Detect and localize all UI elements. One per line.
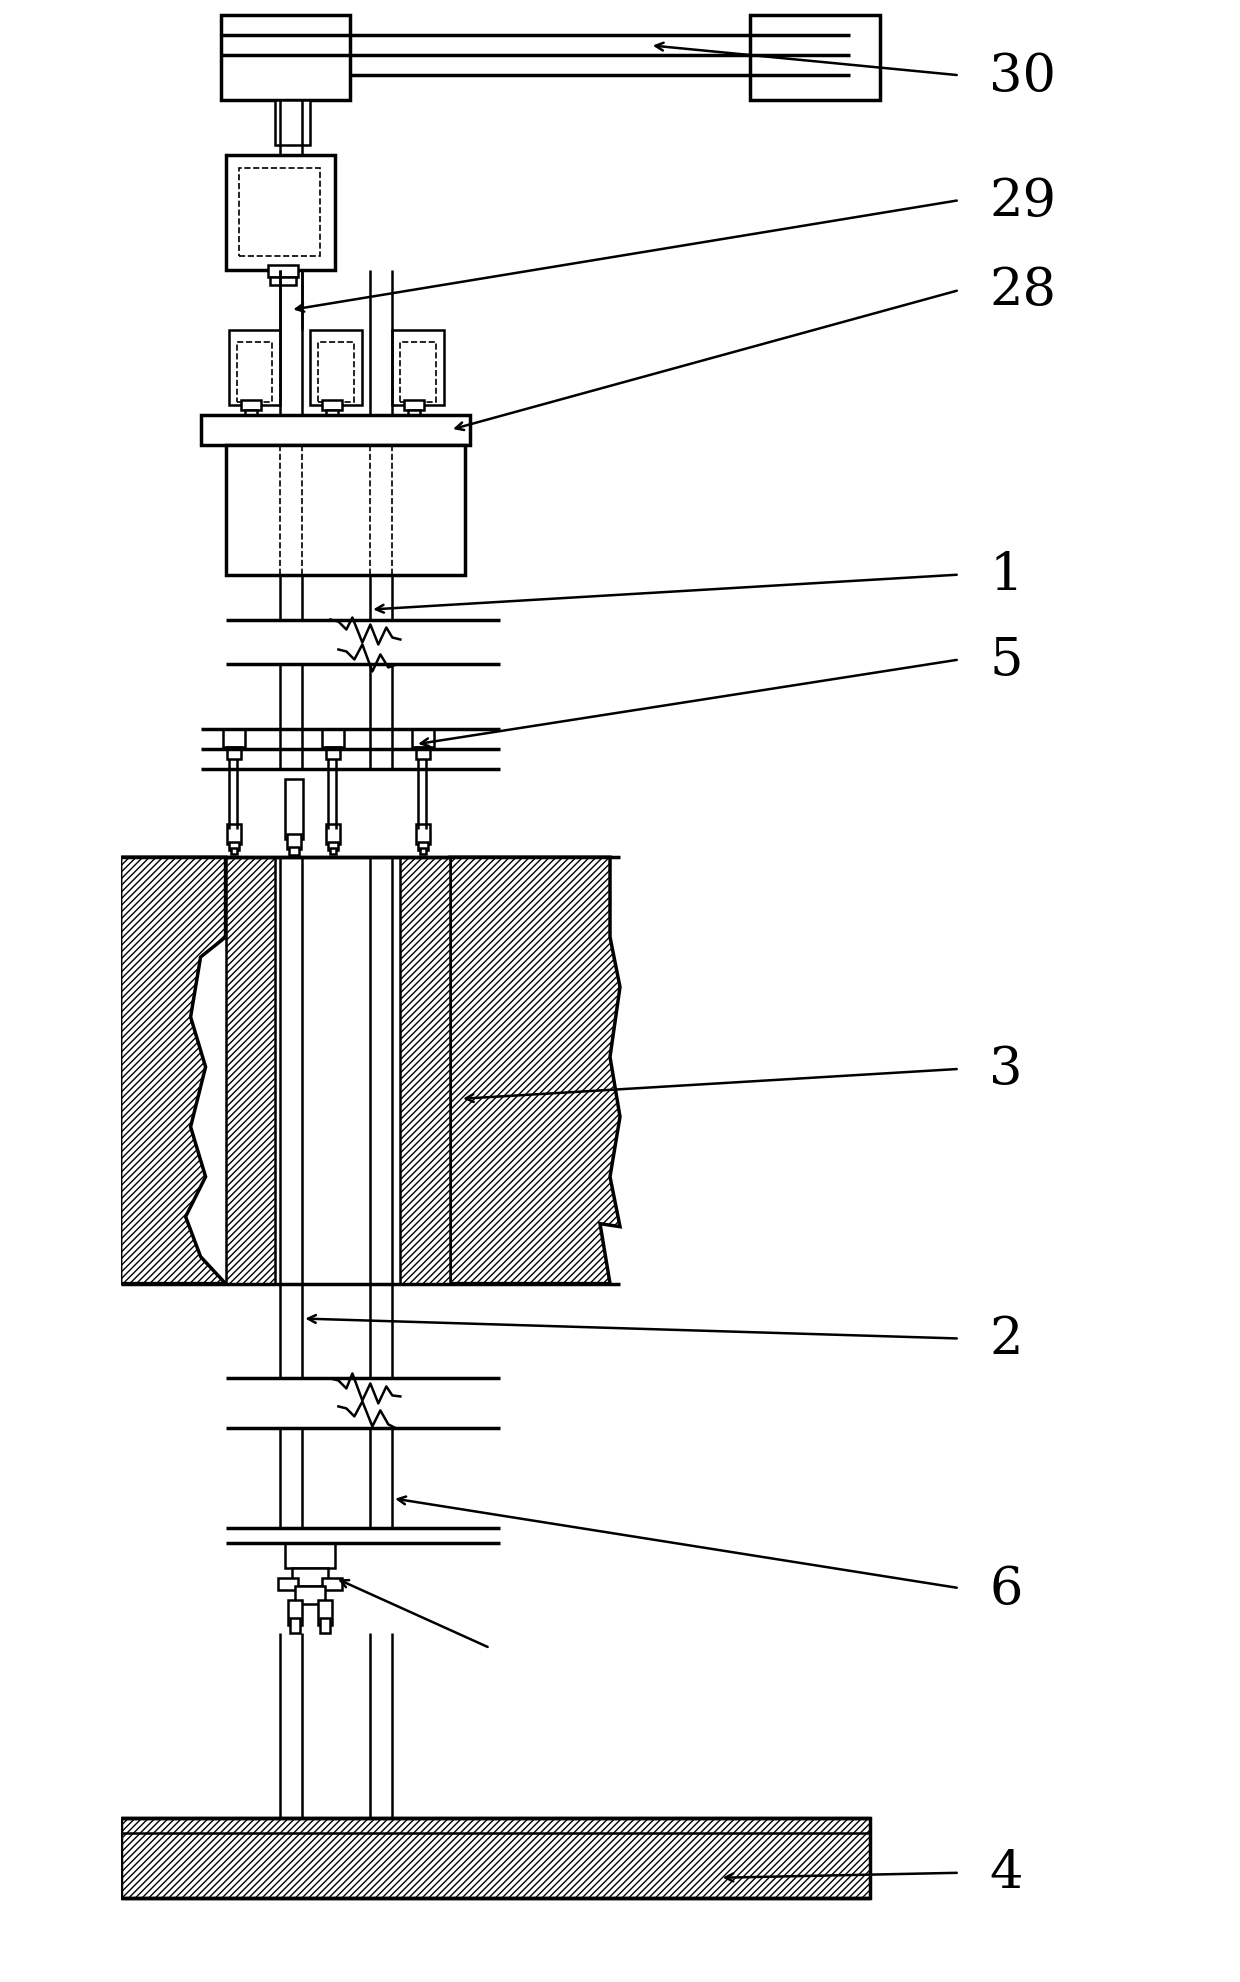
Bar — [319, 343, 355, 402]
Text: 30: 30 — [990, 52, 1056, 101]
Bar — [417, 747, 430, 759]
Polygon shape — [226, 858, 275, 1284]
Polygon shape — [401, 858, 450, 1284]
Bar — [201, 416, 470, 446]
Bar — [293, 1568, 329, 1586]
Bar — [322, 400, 342, 410]
Bar — [322, 729, 345, 747]
Text: 6: 6 — [990, 1564, 1023, 1613]
Text: 1: 1 — [990, 549, 1023, 601]
Bar — [290, 1619, 300, 1633]
Bar — [322, 1578, 342, 1590]
Text: 5: 5 — [990, 634, 1023, 686]
Text: 29: 29 — [990, 176, 1056, 226]
Bar — [326, 825, 341, 844]
Bar — [228, 842, 238, 850]
Bar — [320, 1619, 330, 1633]
Bar — [420, 848, 427, 854]
Bar — [231, 848, 237, 854]
Bar — [418, 842, 428, 850]
Text: 3: 3 — [990, 1045, 1023, 1094]
Bar — [310, 331, 362, 406]
Bar — [270, 277, 296, 285]
Bar — [289, 1599, 303, 1625]
Bar — [285, 1544, 335, 1568]
Bar — [330, 848, 336, 854]
Bar — [392, 331, 444, 406]
Bar — [295, 1586, 325, 1603]
Text: 28: 28 — [990, 266, 1056, 317]
Bar — [241, 400, 260, 410]
Bar — [417, 825, 430, 844]
Bar — [221, 16, 351, 101]
Bar — [279, 1578, 299, 1590]
Bar — [289, 848, 299, 856]
Bar — [326, 410, 339, 418]
Bar — [269, 266, 299, 277]
Bar — [401, 343, 436, 402]
Polygon shape — [120, 858, 226, 1284]
Bar — [227, 747, 241, 759]
Bar — [408, 410, 420, 418]
Text: 2: 2 — [990, 1314, 1023, 1364]
Bar — [226, 446, 465, 575]
Bar — [404, 400, 424, 410]
Bar — [238, 168, 320, 258]
Bar — [228, 331, 280, 406]
Bar — [222, 729, 244, 747]
Polygon shape — [450, 858, 620, 1284]
Bar — [319, 1599, 332, 1625]
Text: 4: 4 — [990, 1847, 1023, 1899]
Bar — [750, 16, 879, 101]
Bar — [226, 157, 335, 272]
Bar — [412, 729, 434, 747]
Polygon shape — [120, 1817, 869, 1899]
Bar — [288, 834, 301, 850]
Bar — [227, 825, 241, 844]
Bar — [275, 101, 310, 147]
Bar — [329, 842, 339, 850]
Bar — [237, 343, 273, 402]
Bar — [244, 410, 257, 418]
Bar — [285, 779, 304, 840]
Bar — [326, 747, 341, 759]
